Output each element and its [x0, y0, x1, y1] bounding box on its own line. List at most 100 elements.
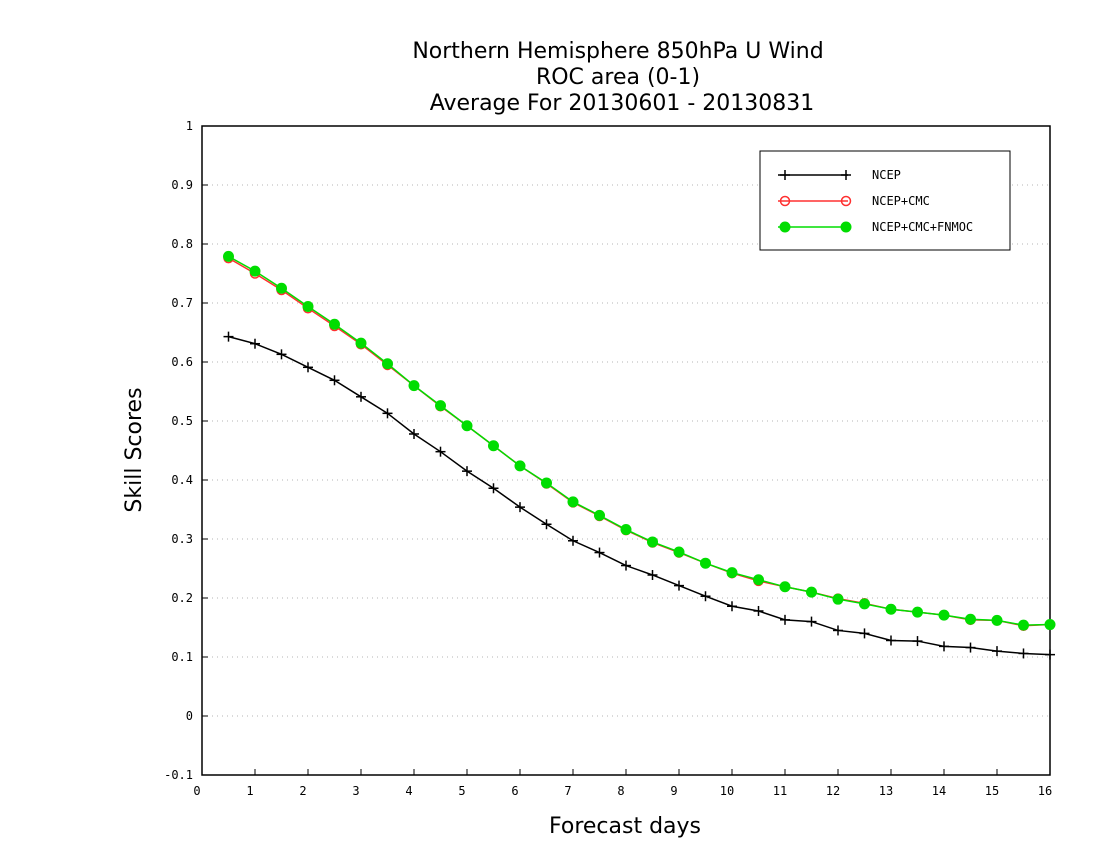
data-point	[488, 440, 499, 452]
legend-label: NCEP+CMC	[872, 194, 930, 208]
data-point	[938, 609, 950, 621]
series-ncep	[223, 331, 1055, 660]
data-point	[567, 496, 579, 508]
x-tick-label: 14	[932, 784, 946, 798]
series-ncep-cmc	[223, 252, 1056, 631]
title-line-3: Average For 20130601 - 20130831	[430, 91, 815, 116]
data-point	[753, 605, 764, 616]
data-point	[700, 591, 711, 602]
x-tick-label: 11	[773, 784, 787, 798]
y-tick-label: 0.1	[171, 650, 193, 664]
data-point	[488, 483, 499, 494]
x-tick-label: 4	[405, 784, 412, 798]
data-point	[673, 546, 685, 558]
data-point	[841, 170, 851, 180]
data-point	[223, 250, 234, 262]
legend-item: NCEP+CMC	[778, 194, 930, 208]
data-point	[965, 642, 976, 653]
data-point	[840, 195, 852, 207]
data-point	[408, 380, 420, 392]
data-point	[249, 265, 261, 277]
x-tick-label: 16	[1038, 784, 1052, 798]
y-tick-label: 0.9	[171, 178, 193, 192]
grid	[202, 184, 1050, 717]
data-point	[779, 195, 791, 207]
data-point	[620, 524, 632, 536]
data-point	[647, 536, 658, 548]
data-point	[594, 547, 605, 558]
data-point	[840, 221, 852, 233]
data-point	[806, 586, 817, 598]
data-point	[461, 420, 473, 432]
data-point	[885, 603, 897, 615]
data-point	[1018, 619, 1029, 631]
legend-item: NCEP+CMC+FNMOC	[778, 220, 973, 234]
data-point	[302, 301, 314, 313]
x-tick-label: 2	[299, 784, 306, 798]
y-tick-label: 0.6	[171, 355, 193, 369]
series-ncep-cmc-fnmoc	[223, 250, 1056, 631]
data-point	[991, 614, 1003, 626]
y-tick-label: -0.1	[164, 768, 193, 782]
legend-item: NCEP	[778, 168, 901, 182]
data-point	[355, 337, 367, 349]
data-point	[726, 567, 738, 579]
title-line-1: Northern Hemisphere 850hPa U Wind	[412, 39, 823, 64]
data-point	[912, 606, 923, 618]
data-point	[779, 221, 791, 233]
data-point	[780, 170, 790, 180]
data-point	[1045, 649, 1055, 660]
data-point	[727, 601, 737, 612]
x-axis-title: Forecast days	[549, 814, 701, 839]
y-tick-label: 0.5	[171, 414, 193, 428]
data-point	[514, 460, 526, 472]
data-point	[435, 446, 446, 457]
x-tick-label: 7	[564, 784, 571, 798]
data-point	[859, 628, 870, 639]
data-point	[939, 641, 949, 652]
x-tick-label: 3	[352, 784, 359, 798]
data-point	[647, 569, 658, 580]
data-point	[832, 593, 844, 605]
data-point	[223, 331, 234, 342]
x-tick-label: 10	[720, 784, 734, 798]
x-tick-label: 15	[985, 784, 999, 798]
legend: NCEP NCEP+CMC NCEP+CMC+FNMOC	[759, 150, 1011, 251]
data-point	[329, 375, 340, 386]
data-point	[541, 477, 552, 489]
x-tick-label: 9	[670, 784, 677, 798]
data-point	[382, 408, 393, 419]
title-line-2: ROC area (0-1)	[536, 65, 700, 90]
y-tick-label: 0.7	[171, 296, 193, 310]
data-point	[621, 560, 631, 571]
data-point	[276, 282, 287, 294]
data-point	[541, 519, 552, 530]
data-point	[674, 580, 684, 591]
y-tick-label: 0.2	[171, 591, 193, 605]
data-point	[806, 616, 817, 627]
data-point	[992, 646, 1002, 657]
data-point	[382, 358, 393, 370]
data-point	[833, 625, 843, 636]
x-tick-label: 13	[879, 784, 893, 798]
data-point	[700, 557, 711, 569]
data-point	[462, 466, 472, 477]
y-tick-label: 0.3	[171, 532, 193, 546]
x-tick-label: 0	[193, 784, 200, 798]
series-line	[228, 335, 1051, 656]
data-point	[779, 581, 791, 593]
data-point	[356, 391, 366, 402]
x-tick-label: 8	[617, 784, 624, 798]
y-tick-label: 0.4	[171, 473, 193, 487]
x-tick-label: 6	[511, 784, 518, 798]
axis-ticks: -0.100.10.20.30.40.50.60.70.80.910 1 2 3 4 5 6…	[164, 119, 1052, 798]
data-point	[515, 502, 525, 513]
y-axis-title: Skill Scores	[122, 387, 147, 512]
data-point	[329, 318, 340, 330]
data-point	[303, 362, 313, 373]
data-point	[250, 338, 260, 349]
data-point	[780, 614, 790, 625]
data-point	[435, 400, 446, 412]
data-point	[886, 635, 896, 646]
y-tick-label: 1	[186, 119, 193, 133]
